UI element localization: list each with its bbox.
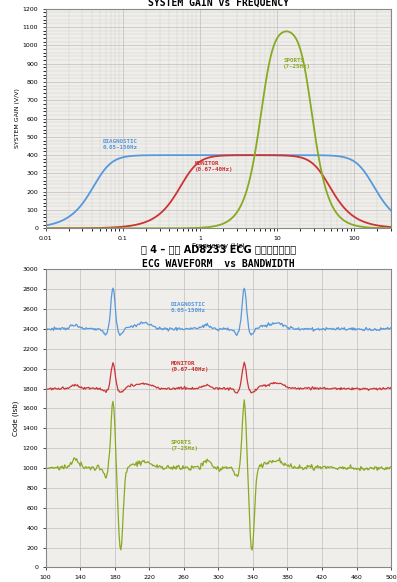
Text: MONITOR
(0.67-40Hz): MONITOR (0.67-40Hz): [171, 361, 209, 372]
Text: MONITOR
(0.67-40Hz): MONITOR (0.67-40Hz): [195, 161, 233, 172]
Text: SPORTS
(7-25Hz): SPORTS (7-25Hz): [171, 440, 199, 450]
Text: 图 4 – 三种 AD8233 ECG 配置的频域信息: 图 4 – 三种 AD8233 ECG 配置的频域信息: [141, 244, 296, 254]
Text: SPORTS
(7-25Hz): SPORTS (7-25Hz): [283, 58, 311, 69]
Text: DIAGNOSTIC
0.05-150Hz: DIAGNOSTIC 0.05-150Hz: [171, 302, 206, 313]
Title: SYSTEM GAIN vs FREQUENCY: SYSTEM GAIN vs FREQUENCY: [148, 0, 289, 8]
X-axis label: Frequency (Hz): Frequency (Hz): [192, 242, 245, 249]
Y-axis label: Code (lsb): Code (lsb): [13, 401, 19, 436]
Y-axis label: SYSTEM GAIN (V/V): SYSTEM GAIN (V/V): [15, 88, 19, 148]
Text: DIAGNOSTIC
0.05-150Hz: DIAGNOSTIC 0.05-150Hz: [103, 139, 138, 150]
Title: ECG WAVEFORM  vs BANDWIDTH: ECG WAVEFORM vs BANDWIDTH: [142, 258, 295, 269]
